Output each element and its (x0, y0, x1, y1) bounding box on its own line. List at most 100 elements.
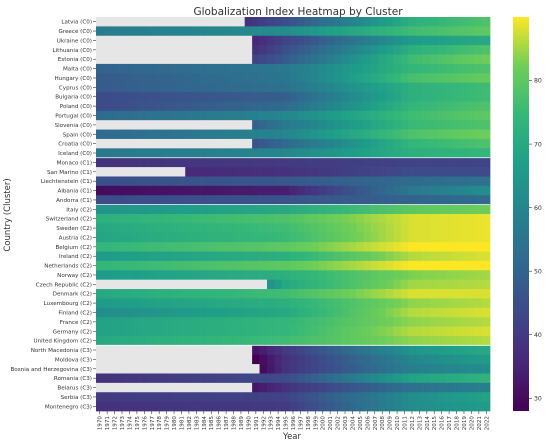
heatmap-cell (274, 157, 283, 168)
heatmap-cell (252, 279, 260, 290)
heatmap-cell (482, 345, 491, 356)
heatmap-cell (96, 138, 104, 149)
heatmap-cell (333, 63, 342, 74)
heatmap-cell (311, 54, 320, 65)
heatmap-cell (430, 298, 439, 309)
heatmap-cell (482, 204, 491, 215)
heatmap-cell (378, 195, 387, 205)
heatmap-cell (319, 63, 327, 74)
heatmap-cell (274, 92, 283, 102)
heatmap-cell (259, 354, 268, 365)
heatmap-cell (289, 35, 298, 46)
heatmap-cell (125, 148, 134, 159)
heatmap-cell (214, 176, 223, 187)
heatmap-cell (289, 82, 298, 93)
heatmap-cell (423, 185, 431, 196)
heatmap-cell (237, 167, 246, 177)
heatmap-cell (185, 195, 193, 205)
heatmap-cell (430, 26, 439, 37)
heatmap-cell (103, 345, 112, 356)
heatmap-cell (385, 289, 394, 299)
heatmap-cell (110, 92, 119, 102)
heatmap-cell (125, 176, 134, 187)
heatmap-cell (185, 138, 193, 149)
heatmap-cell (460, 214, 469, 224)
heatmap-cell (229, 232, 238, 243)
heatmap-cell (430, 148, 439, 159)
heatmap-cell (482, 298, 491, 309)
heatmap-cell (222, 279, 231, 290)
heatmap-cell (192, 92, 201, 102)
heatmap-cell (319, 101, 327, 112)
heatmap-cell (103, 110, 112, 121)
heatmap-cell (192, 185, 201, 196)
heatmap-cell (125, 382, 134, 393)
heatmap-cell (378, 26, 387, 37)
heatmap-cell (200, 101, 208, 112)
heatmap-cell (445, 382, 454, 393)
heatmap-cell (96, 129, 104, 140)
heatmap-cell (400, 35, 409, 46)
heatmap-cell (118, 167, 127, 177)
heatmap-cell (170, 326, 179, 337)
heatmap-cell (222, 35, 231, 46)
heatmap-cell (378, 270, 387, 281)
x-tick-label: 2006 (365, 416, 371, 431)
heatmap-cell (475, 204, 483, 215)
heatmap-cell (252, 307, 260, 318)
heatmap-cell (155, 335, 164, 346)
heatmap-cell (162, 298, 171, 309)
heatmap-cell (363, 270, 372, 281)
heatmap-cell (155, 129, 164, 140)
heatmap-cell (170, 354, 179, 365)
heatmap-cell (170, 251, 179, 262)
heatmap-cell (452, 232, 461, 243)
heatmap-cell (400, 232, 409, 243)
heatmap-cell (274, 176, 283, 187)
heatmap-cell (96, 185, 104, 196)
heatmap-cell (467, 345, 476, 356)
heatmap-cell (393, 354, 402, 365)
heatmap-cell (475, 289, 483, 299)
heatmap-cell (140, 176, 149, 187)
heatmap-cell (475, 35, 483, 46)
heatmap-cell (371, 354, 379, 365)
heatmap-cell (363, 307, 372, 318)
heatmap-cell (408, 26, 417, 37)
heatmap-cell (452, 148, 461, 159)
heatmap-cell (430, 82, 439, 93)
heatmap-cell (118, 354, 127, 365)
heatmap-cell (125, 204, 134, 215)
heatmap-cell (118, 195, 127, 205)
heatmap-cell (460, 120, 469, 130)
heatmap-cell (326, 185, 335, 196)
heatmap-cell (415, 63, 424, 74)
heatmap-cell (244, 392, 253, 402)
heatmap-cell (148, 260, 156, 271)
heatmap-cell (475, 354, 483, 365)
heatmap-cell (415, 373, 424, 384)
heatmap-cell (415, 392, 424, 402)
heatmap-cell (170, 110, 179, 121)
heatmap-cell (162, 307, 171, 318)
heatmap-cell (393, 364, 402, 374)
heatmap-cell (452, 279, 461, 290)
heatmap-cell (393, 214, 402, 224)
heatmap-cell (281, 401, 290, 412)
heatmap-cell (452, 289, 461, 299)
heatmap-cell (170, 242, 179, 252)
heatmap-cell (452, 73, 461, 84)
heatmap-cell (266, 270, 275, 281)
heatmap-cell (148, 176, 156, 187)
heatmap-cell (296, 260, 305, 271)
heatmap-cell (460, 129, 469, 140)
heatmap-cell (192, 73, 201, 84)
y-tick-label: Serbia (C3) (61, 395, 92, 401)
heatmap-cell (281, 335, 290, 346)
heatmap-cell (482, 120, 491, 130)
heatmap-cell (296, 317, 305, 327)
heatmap-cell (289, 214, 298, 224)
heatmap-cell (326, 345, 335, 356)
heatmap-cell (125, 317, 134, 327)
heatmap-cell (445, 392, 454, 402)
